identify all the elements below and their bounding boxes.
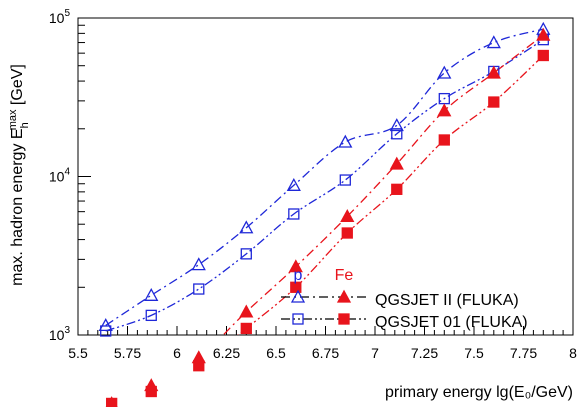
data-point <box>288 259 303 273</box>
legend-label-qgsjet01: QGSJET 01 (FLUKA) <box>375 314 528 331</box>
data-point <box>239 304 254 318</box>
series-markers <box>98 21 551 407</box>
data-point <box>338 134 353 148</box>
legend-label-qgsjet2: QGSJET II (FLUKA) <box>375 292 519 309</box>
data-point <box>391 128 403 140</box>
data-point <box>389 156 404 170</box>
data-point <box>341 227 353 239</box>
data-point <box>438 134 450 146</box>
x-tick-label: 6.5 <box>266 345 286 361</box>
data-point <box>145 309 157 322</box>
data-point <box>536 27 551 41</box>
data-point <box>290 281 302 293</box>
legend-marker-fe <box>336 289 352 303</box>
series-line-3 <box>237 55 544 335</box>
data-point <box>437 103 452 117</box>
x-tick-label: 7.5 <box>464 345 484 361</box>
series-line-1 <box>105 39 544 332</box>
data-point <box>391 183 403 195</box>
y-tick-label: 105 <box>49 8 71 26</box>
x-tick-label: 5.75 <box>114 345 141 361</box>
data-point <box>144 287 159 301</box>
x-tick-label: 6 <box>173 345 181 361</box>
x-tick-label: 5.5 <box>68 345 88 361</box>
legend-header-p: p <box>294 267 303 284</box>
x-tick-label: 8 <box>569 345 577 361</box>
legend-header-fe: Fe <box>335 267 354 284</box>
data-point <box>437 65 452 79</box>
plot-frame <box>77 17 574 336</box>
legend: p Fe QGSJET II (FLUKA) QGSJET 01 (FLUKA) <box>281 267 528 331</box>
data-point <box>286 177 301 191</box>
x-tick-label: 6.75 <box>312 345 339 361</box>
data-point <box>340 209 355 223</box>
series-line-0 <box>105 28 544 326</box>
legend-marker-p <box>292 313 304 325</box>
data-point <box>193 360 205 372</box>
data-point <box>240 248 252 260</box>
series-line-2 <box>222 34 544 335</box>
x-tick-label: 6.25 <box>213 345 240 361</box>
x-tick-label: 7 <box>371 345 379 361</box>
x-tick-label: 7.75 <box>510 345 537 361</box>
data-point <box>240 322 252 335</box>
data-point <box>537 49 549 62</box>
data-point <box>106 397 118 407</box>
y-axis-label-sub: h <box>19 122 31 128</box>
y-axis-label-main: max. hadron energy E <box>9 128 26 285</box>
data-point <box>239 220 254 234</box>
y-tick-label: 103 <box>49 325 71 343</box>
axes: 5.5 5.75 6 6.25 6.5 6.75 7 7.25 7.5 7.75 8 103 104 10… <box>49 8 577 361</box>
y-axis-label: max. hadron energy Ehmax [GeV] <box>7 64 31 286</box>
data-point <box>486 35 501 49</box>
data-point <box>100 325 112 337</box>
data-point <box>288 208 300 220</box>
x-axis-label: primary energy lg(E₀/GeV) <box>385 384 573 401</box>
x-tick-label: 7.25 <box>411 345 438 361</box>
y-axis-label-unit: [GeV] <box>9 64 26 109</box>
data-point <box>191 257 206 271</box>
data-point <box>389 118 404 132</box>
y-axis-label-sup: max <box>7 109 19 130</box>
data-point <box>486 65 501 79</box>
series-curves <box>105 28 544 335</box>
data-point <box>339 174 351 186</box>
data-point <box>193 283 205 295</box>
data-point <box>488 96 500 108</box>
data-point <box>98 318 113 332</box>
y-tick-label: 104 <box>49 167 71 185</box>
legend-marker-fe <box>338 313 350 325</box>
legend-marker-p <box>290 289 306 303</box>
data-point <box>145 385 157 398</box>
